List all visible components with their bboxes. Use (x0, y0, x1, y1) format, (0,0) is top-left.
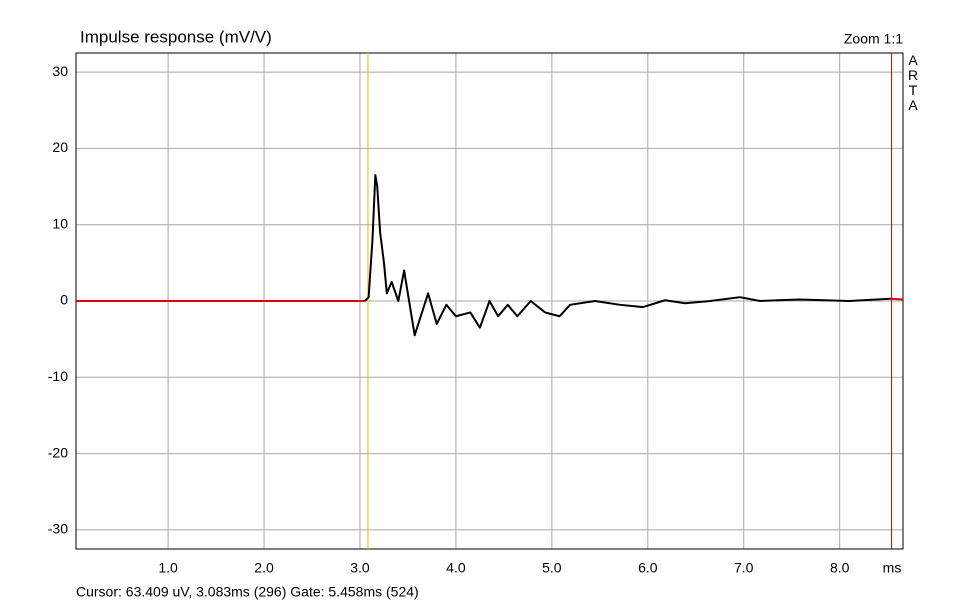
x-tick-label: 1.0 (158, 560, 178, 576)
y-tick-label: 20 (52, 139, 68, 155)
chart-title: Impulse response (mV/V) (80, 27, 272, 46)
x-tick-label: 8.0 (830, 560, 850, 576)
series-line (364, 174, 891, 337)
x-tick-label: 6.0 (638, 560, 658, 576)
x-tick-label: 5.0 (542, 560, 562, 576)
y-tick-label: -20 (48, 444, 68, 460)
x-tick-label: 4.0 (446, 560, 466, 576)
y-tick-label: 30 (52, 63, 68, 79)
zoom-label: Zoom 1:1 (844, 31, 903, 47)
side-label: ARTA (907, 52, 919, 113)
x-axis-label: ms (883, 560, 902, 576)
y-tick-label: 10 (52, 215, 68, 231)
series-line (890, 297, 904, 301)
y-tick-label: -30 (48, 521, 68, 537)
footer: Cursor: 63.409 uV, 3.083ms (296) Gate: 5… (76, 584, 419, 600)
x-tick-label: 3.0 (350, 560, 370, 576)
y-tick-label: 0 (60, 292, 68, 308)
x-tick-label: 7.0 (734, 560, 754, 576)
y-tick-label: -10 (48, 368, 68, 384)
x-tick-label: 2.0 (254, 560, 274, 576)
